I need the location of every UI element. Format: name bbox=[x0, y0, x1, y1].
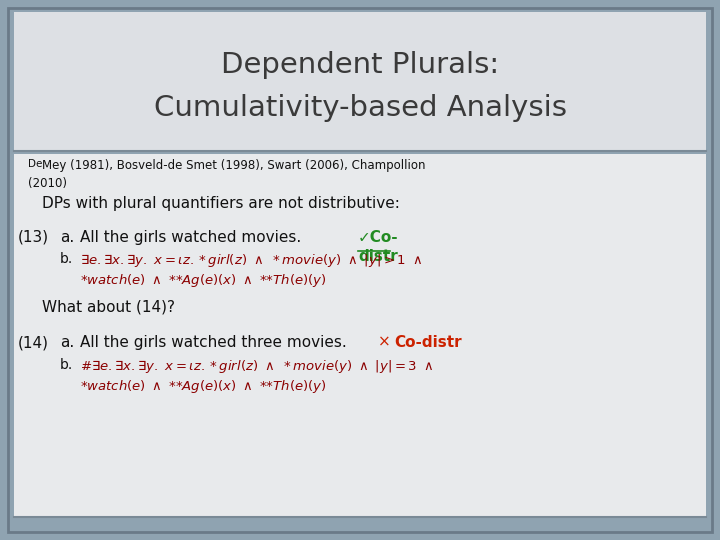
Text: $*watch(e)\ \wedge\ {*}{*}Ag(e)(x)\ \wedge\ {*}{*}Th(e)(y)$: $*watch(e)\ \wedge\ {*}{*}Ag(e)(x)\ \wed… bbox=[80, 272, 326, 289]
Text: All the girls watched three movies.: All the girls watched three movies. bbox=[80, 335, 347, 350]
Text: $*watch(e)\ \wedge\ {*}{*}Ag(e)(x)\ \wedge\ {*}{*}Th(e)(y)$: $*watch(e)\ \wedge\ {*}{*}Ag(e)(x)\ \wed… bbox=[80, 378, 326, 395]
Text: DPs with plural quantifiers are not distributive:: DPs with plural quantifiers are not dist… bbox=[42, 196, 400, 211]
Text: ×: × bbox=[378, 335, 391, 350]
FancyBboxPatch shape bbox=[14, 12, 706, 150]
Text: (14): (14) bbox=[18, 335, 49, 350]
Text: ✓Co-: ✓Co- bbox=[358, 230, 399, 245]
Text: distr: distr bbox=[358, 249, 397, 264]
Text: $\exists e.\exists x.\exists y.\ x = \iota z.*girl(z)\ \wedge\ *movie(y)\ \wedge: $\exists e.\exists x.\exists y.\ x = \io… bbox=[80, 252, 422, 269]
FancyBboxPatch shape bbox=[14, 154, 706, 518]
Text: What about (14)?: What about (14)? bbox=[42, 300, 175, 315]
FancyBboxPatch shape bbox=[8, 8, 712, 532]
Text: b.: b. bbox=[60, 252, 73, 266]
Text: De: De bbox=[28, 159, 42, 169]
Text: a.: a. bbox=[60, 335, 74, 350]
Text: Dependent Plurals:: Dependent Plurals: bbox=[221, 51, 499, 79]
Text: Mey (1981), Bosveld-de Smet (1998), Swart (2006), Champollion: Mey (1981), Bosveld-de Smet (1998), Swar… bbox=[42, 159, 426, 172]
Text: (13): (13) bbox=[18, 230, 49, 245]
Text: b.: b. bbox=[60, 358, 73, 372]
Text: Co-distr: Co-distr bbox=[394, 335, 462, 350]
Text: $\#\exists e.\exists x.\exists y.\ x = \iota z.*girl(z)\ \wedge\ *movie(y)\ \wed: $\#\exists e.\exists x.\exists y.\ x = \… bbox=[80, 358, 433, 375]
Text: All the girls watched movies.: All the girls watched movies. bbox=[80, 230, 301, 245]
Text: (2010): (2010) bbox=[28, 177, 67, 190]
Text: a.: a. bbox=[60, 230, 74, 245]
Text: Cumulativity-based Analysis: Cumulativity-based Analysis bbox=[153, 94, 567, 122]
